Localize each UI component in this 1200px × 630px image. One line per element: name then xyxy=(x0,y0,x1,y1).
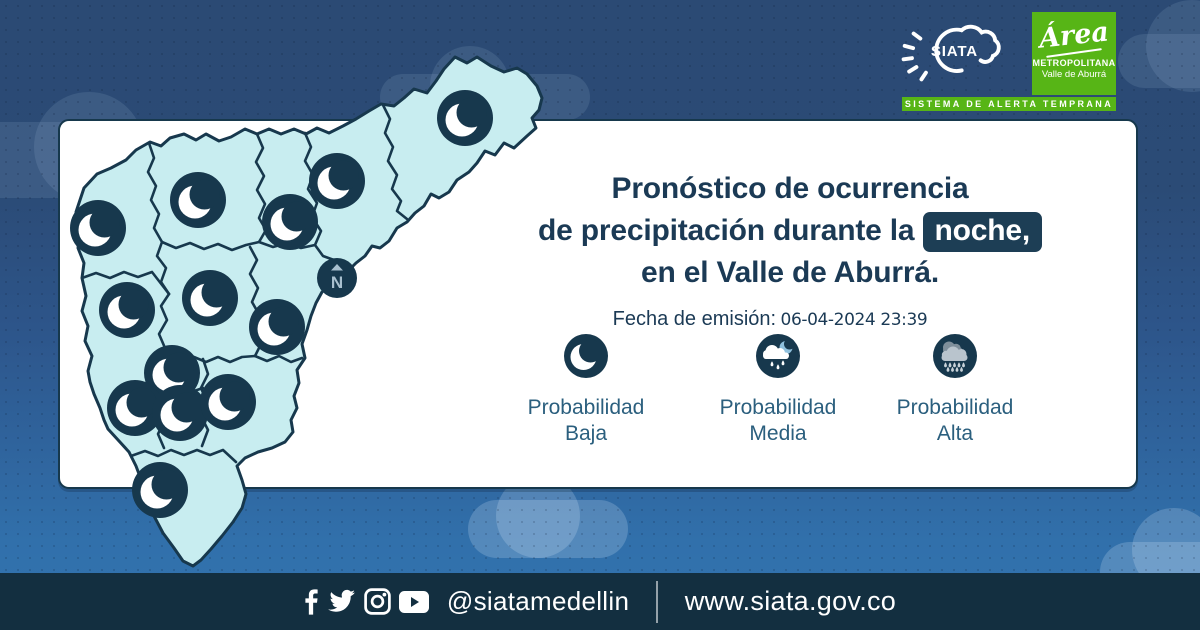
legend-label: Baja xyxy=(564,422,608,445)
facebook-icon[interactable] xyxy=(304,588,318,615)
social-handle[interactable]: @siatamedellin xyxy=(446,586,630,616)
area-logo-line3: Valle de Aburrá xyxy=(1041,69,1107,80)
legend-item-baja: Probabilidad Baja xyxy=(496,333,676,447)
svg-text:SIATA: SIATA xyxy=(931,43,978,60)
area-logo-line2: METROPOLITANA xyxy=(1032,58,1116,68)
emission-label: Fecha de emisión: xyxy=(612,308,777,330)
siata-logo: SIATA xyxy=(898,8,1032,101)
title-line3: en el Valle de Aburrá. xyxy=(641,256,939,289)
title-highlight-noche: noche, xyxy=(922,212,1042,252)
legend-label: Alta xyxy=(936,422,974,445)
area-metropolitana-logo: Área METROPOLITANA Valle de Aburrá xyxy=(1032,12,1116,95)
emission-datetime: 06-04-2024 23:39 xyxy=(780,310,928,330)
instagram-icon[interactable] xyxy=(364,588,391,615)
youtube-icon[interactable] xyxy=(398,590,429,613)
emission-line: Fecha de emisión: 06-04-2024 23:39 xyxy=(460,308,1080,331)
siata-sun-cloud-icon xyxy=(901,24,1001,82)
title-line2: de precipitación durante la noche, xyxy=(460,210,1120,252)
legend-label: Media xyxy=(749,422,807,445)
social-icons xyxy=(304,588,429,615)
legend-label: Probabilidad xyxy=(896,396,1014,419)
forecast-title: Pronóstico de ocurrencia de precipitació… xyxy=(460,168,1120,294)
legend-label: Probabilidad xyxy=(719,396,837,419)
website-link[interactable]: www.siata.gov.co xyxy=(684,586,897,616)
cloud-heavy-rain-icon xyxy=(865,333,1045,379)
area-logo-script: Área xyxy=(1037,16,1111,55)
cloud-drizzle-moon-icon xyxy=(688,333,868,379)
legend-label: Probabilidad xyxy=(527,396,645,419)
footer-divider xyxy=(656,580,658,623)
cloud-shape xyxy=(430,46,510,126)
footer-bar: @siatamedellin www.siata.gov.co xyxy=(0,573,1200,630)
moon-icon xyxy=(496,333,676,379)
cloud-shape xyxy=(1118,34,1200,88)
legend-item-media: Probabilidad Media xyxy=(688,333,868,447)
twitter-icon[interactable] xyxy=(326,589,356,614)
title-line1: Pronóstico de ocurrencia xyxy=(611,172,969,205)
legend-item-alta: Probabilidad Alta xyxy=(865,333,1045,447)
siata-tagline: SISTEMA DE ALERTA TEMPRANA xyxy=(902,97,1116,111)
